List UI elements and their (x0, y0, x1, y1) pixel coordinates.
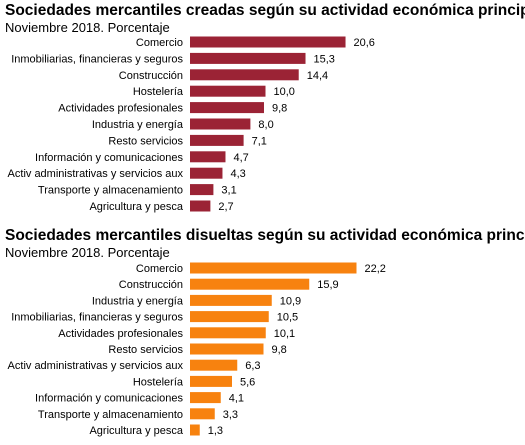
category-label: Transporte y almacenamiento (38, 185, 183, 197)
value-label: 3,3 (223, 409, 238, 421)
value-label: 15,9 (317, 279, 338, 291)
bar (190, 343, 264, 355)
bar (190, 151, 226, 163)
value-label: 15,3 (314, 53, 335, 65)
value-label: 10,0 (274, 86, 295, 98)
category-label: Hostelería (133, 376, 184, 388)
value-label: 1,3 (208, 425, 223, 437)
category-label: Inmobiliarias, financieras y seguros (11, 312, 183, 324)
chart-title: Sociedades mercantiles creadas según su … (5, 2, 525, 19)
category-label: Industria y energía (92, 295, 184, 307)
bar-chart-created: Comercio 20,6 Inmobiliarias, financieras y… (8, 36, 375, 213)
value-label: 10,5 (277, 312, 298, 324)
category-label: Construcción (119, 70, 183, 82)
category-label: Transporte y almacenamiento (38, 409, 183, 421)
category-label: Actividades profesionales (58, 103, 183, 115)
value-label: 22,2 (365, 263, 386, 275)
category-label: Inmobiliarias, financieras y seguros (11, 53, 183, 65)
category-label: Resto servicios (108, 135, 183, 147)
bar (190, 200, 211, 212)
value-label: 5,6 (240, 376, 255, 388)
bar (190, 36, 346, 48)
bar (190, 69, 299, 81)
value-label: 4,3 (230, 168, 245, 180)
value-label: 10,1 (274, 328, 295, 340)
bar-chart-dissolved: Comercio 22,2 Construcción 15,9 Industria y … (8, 262, 386, 437)
value-label: 4,7 (233, 152, 248, 164)
bar (190, 294, 272, 306)
category-label: Información y comunicaciones (35, 152, 183, 164)
bar (190, 52, 306, 64)
bar (190, 184, 214, 196)
chart-subtitle: Noviembre 2018. Porcentaje (5, 245, 170, 260)
category-label: Construcción (119, 279, 183, 291)
category-label: Agricultura y pesca (89, 201, 183, 213)
bar (190, 262, 357, 274)
value-label: 10,9 (280, 295, 301, 307)
value-label: 2,7 (218, 201, 233, 213)
category-label: Activ administrativas y servicios aux (8, 168, 184, 180)
value-label: 3,1 (221, 185, 236, 197)
value-label: 6,3 (245, 360, 260, 372)
value-label: 4,1 (229, 393, 244, 405)
value-label: 7,1 (252, 135, 267, 147)
category-label: Activ administrativas y servicios aux (8, 360, 184, 372)
value-label: 14,4 (307, 70, 328, 82)
bar (190, 359, 238, 371)
bar (190, 167, 223, 179)
category-label: Comercio (136, 263, 183, 275)
value-label: 9,8 (272, 344, 287, 356)
bar (190, 85, 266, 97)
bar (190, 118, 251, 130)
category-label: Agricultura y pesca (89, 425, 183, 437)
bar (190, 327, 266, 339)
chart-title: Sociedades mercantiles disueltas según s… (5, 227, 525, 244)
bar (190, 102, 264, 114)
category-label: Información y comunicaciones (35, 393, 183, 405)
category-label: Actividades profesionales (58, 328, 183, 340)
category-label: Hostelería (133, 86, 184, 98)
value-label: 9,8 (272, 103, 287, 115)
category-label: Industria y energía (92, 119, 184, 131)
bar (190, 424, 200, 436)
value-label: 8,0 (258, 119, 273, 131)
bar (190, 392, 221, 404)
bar (190, 375, 232, 387)
bar (190, 134, 244, 146)
category-label: Comercio (136, 37, 183, 49)
bar (190, 408, 215, 420)
bar (190, 311, 269, 323)
chart-subtitle: Noviembre 2018. Porcentaje (5, 20, 170, 35)
category-label: Resto servicios (108, 344, 183, 356)
value-label: 20,6 (354, 37, 375, 49)
bar (190, 278, 310, 290)
